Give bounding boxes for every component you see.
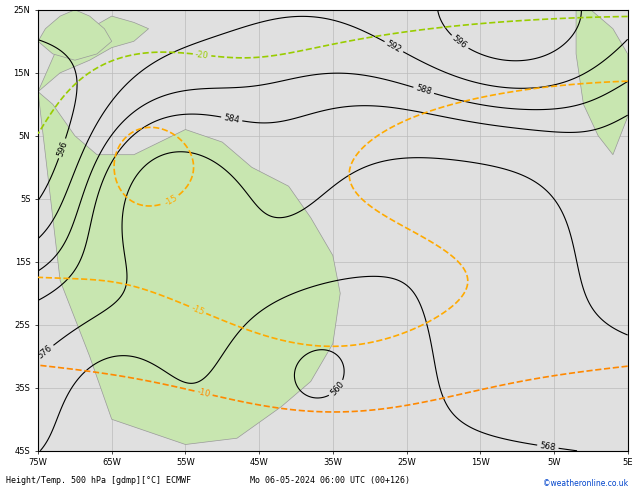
- Text: Mo 06-05-2024 06:00 UTC (00+126): Mo 06-05-2024 06:00 UTC (00+126): [250, 476, 410, 485]
- Text: 584: 584: [223, 113, 240, 125]
- Polygon shape: [38, 10, 112, 60]
- Polygon shape: [38, 92, 340, 444]
- Polygon shape: [576, 10, 628, 155]
- Text: Height/Temp. 500 hPa [gdmp][°C] ECMWF: Height/Temp. 500 hPa [gdmp][°C] ECMWF: [6, 476, 191, 485]
- Text: 596: 596: [451, 34, 469, 50]
- Text: -15: -15: [190, 303, 205, 317]
- Text: 588: 588: [415, 84, 432, 97]
- Text: 576: 576: [36, 343, 54, 361]
- Text: ©weatheronline.co.uk: ©weatheronline.co.uk: [543, 479, 628, 488]
- Text: 560: 560: [328, 380, 346, 398]
- Text: -10: -10: [196, 387, 211, 399]
- Text: 592: 592: [385, 39, 403, 54]
- Text: -20: -20: [195, 49, 209, 60]
- Polygon shape: [38, 16, 148, 92]
- Text: 568: 568: [540, 441, 557, 452]
- Text: 596: 596: [55, 140, 69, 157]
- Text: -15: -15: [163, 193, 179, 207]
